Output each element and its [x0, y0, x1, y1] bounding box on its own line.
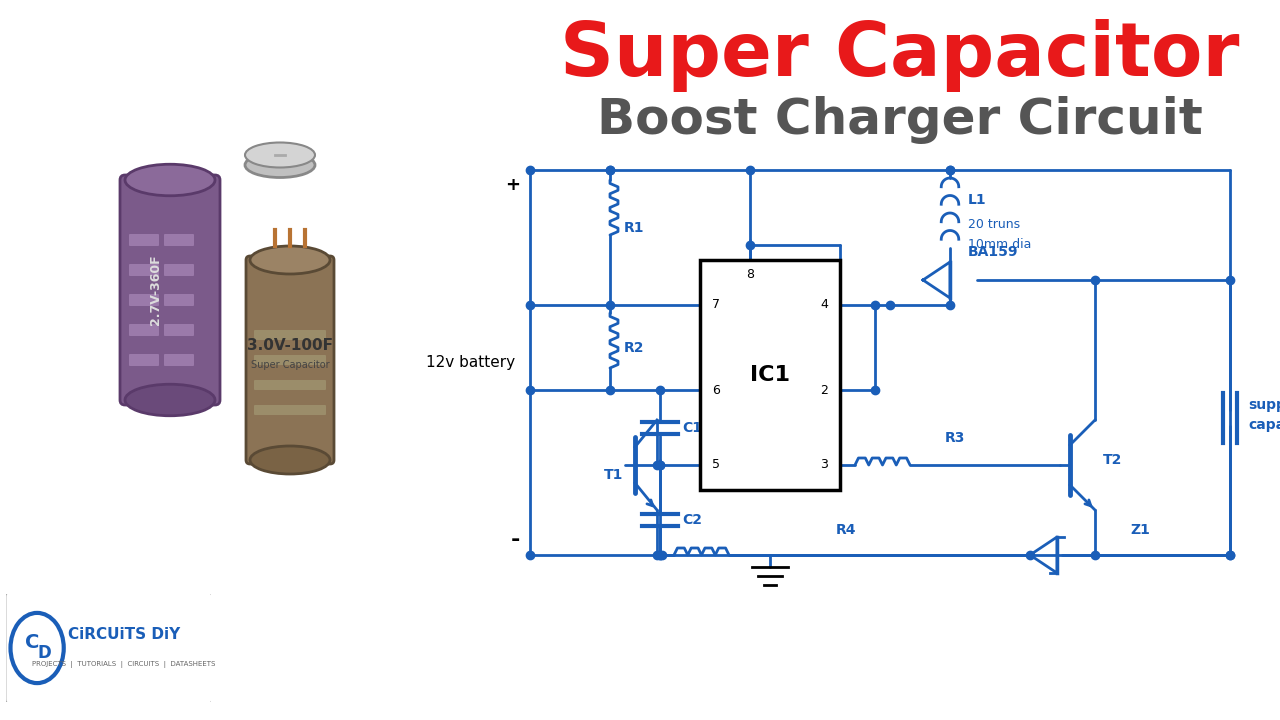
Text: 8: 8: [746, 268, 754, 281]
FancyBboxPatch shape: [253, 405, 326, 415]
Text: 20 truns: 20 truns: [968, 218, 1020, 232]
Text: C1: C1: [682, 420, 701, 434]
Text: 10mm dia: 10mm dia: [968, 238, 1032, 251]
FancyBboxPatch shape: [129, 354, 159, 366]
FancyBboxPatch shape: [120, 175, 220, 405]
Text: R2: R2: [625, 341, 645, 354]
Text: T1: T1: [604, 468, 623, 482]
Text: 4: 4: [820, 299, 828, 312]
Text: 3: 3: [820, 459, 828, 472]
Text: 12v battery: 12v battery: [426, 355, 515, 370]
Text: PROJECTS  |  TUTORIALS  |  CIRCUITS  |  DATASHEETS: PROJECTS | TUTORIALS | CIRCUITS | DATASH…: [32, 661, 216, 667]
Ellipse shape: [125, 164, 215, 196]
Text: supper: supper: [1248, 398, 1280, 413]
Text: R1: R1: [625, 220, 645, 235]
FancyBboxPatch shape: [164, 234, 195, 246]
Ellipse shape: [125, 384, 215, 415]
FancyBboxPatch shape: [164, 264, 195, 276]
Text: Super Capacitor: Super Capacitor: [251, 360, 329, 370]
Ellipse shape: [244, 143, 315, 168]
Text: R4: R4: [836, 523, 856, 537]
Text: 7: 7: [712, 299, 719, 312]
Text: BA159: BA159: [968, 245, 1019, 259]
Text: Boost Charger Circuit: Boost Charger Circuit: [598, 96, 1203, 144]
Text: +: +: [506, 176, 520, 194]
Text: Super Capacitor: Super Capacitor: [561, 19, 1240, 91]
Ellipse shape: [244, 153, 315, 178]
Text: -: -: [511, 530, 520, 550]
Text: 2: 2: [820, 384, 828, 397]
Text: D: D: [37, 644, 51, 662]
FancyBboxPatch shape: [5, 593, 212, 703]
FancyBboxPatch shape: [129, 234, 159, 246]
Ellipse shape: [250, 446, 330, 474]
Text: L1: L1: [968, 193, 987, 207]
FancyBboxPatch shape: [129, 294, 159, 306]
FancyBboxPatch shape: [164, 324, 195, 336]
Text: Z1: Z1: [1130, 523, 1149, 537]
FancyBboxPatch shape: [164, 294, 195, 306]
FancyBboxPatch shape: [253, 355, 326, 365]
Text: C2: C2: [682, 513, 701, 527]
FancyBboxPatch shape: [0, 0, 460, 720]
FancyBboxPatch shape: [253, 380, 326, 390]
Text: R3: R3: [945, 431, 965, 445]
FancyBboxPatch shape: [253, 330, 326, 340]
Text: IC1: IC1: [750, 365, 790, 385]
FancyBboxPatch shape: [246, 256, 334, 464]
Ellipse shape: [250, 246, 330, 274]
Text: 6: 6: [712, 384, 719, 397]
Text: C: C: [24, 633, 40, 652]
Text: 3.0V-100F: 3.0V-100F: [247, 338, 333, 353]
Bar: [700, 260, 840, 490]
Text: 2.7V-360F: 2.7V-360F: [148, 255, 161, 325]
Text: capacitor: capacitor: [1248, 418, 1280, 433]
Text: 5: 5: [712, 459, 719, 472]
FancyBboxPatch shape: [129, 264, 159, 276]
Text: T2: T2: [1103, 453, 1123, 467]
FancyBboxPatch shape: [164, 354, 195, 366]
Text: CiRCUiTS DiY: CiRCUiTS DiY: [68, 627, 180, 642]
FancyBboxPatch shape: [129, 324, 159, 336]
